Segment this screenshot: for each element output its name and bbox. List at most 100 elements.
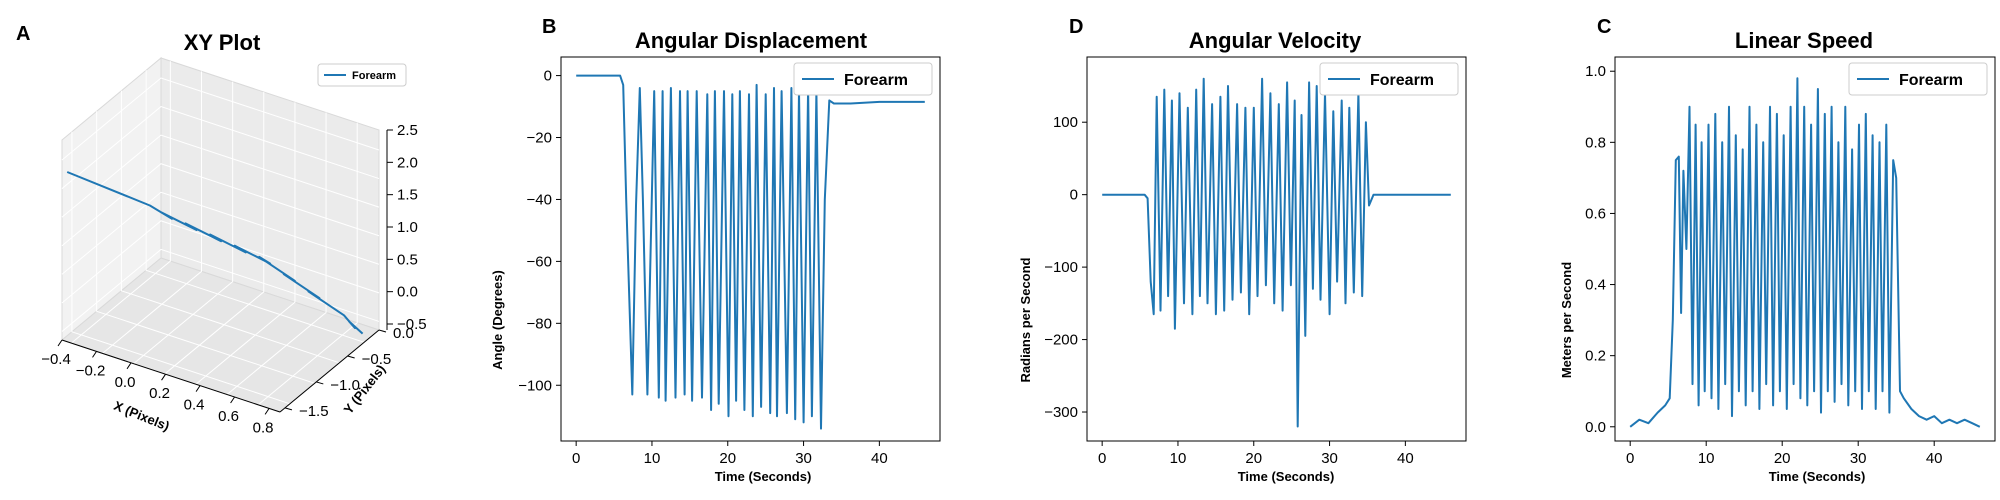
panel-a-ytick-label: −1.0 [330,377,360,394]
panel-a-ytick-mark [284,407,293,411]
panel-a-ytick-mark [347,355,355,359]
panel-letter-d: D [1069,16,1083,38]
panel-a-xtick-label: 0.4 [184,397,205,414]
panel-letter-c: C [1597,16,1611,38]
panel-b-ytick-label: −40 [527,191,552,208]
panel-d-ytick-label: −100 [1044,259,1078,276]
panel-a-xtick-mark [195,385,201,392]
panel-b-xlabel: Time (Seconds) [715,469,812,484]
panel-c-title: Linear Speed [1735,28,1873,53]
panel-a-ztick-label: 0.0 [397,284,418,301]
panel-c-xtick-label: 40 [1926,450,1943,467]
panel-b-ytick-label: −60 [527,253,552,270]
panel-c-xtick-label: 0 [1626,450,1634,467]
panel-a-grid-z [61,191,380,275]
panel-a-grid-x [195,102,296,385]
panel-b-xtick-label: 20 [719,450,736,467]
panel-a-xtick-mark [264,408,270,415]
panel-a-xtick-mark [126,362,132,370]
panel-a-xtick-mark [57,339,63,347]
panel-a-grid-z [61,248,380,332]
panel-a-grid-x [226,112,327,395]
panel-a-ztick-label: 0.5 [397,251,418,268]
panel-letter-a: A [16,23,30,45]
panel-b-xtick-label: 30 [795,450,812,467]
panel-a-xtick-label: 0.8 [253,419,274,436]
panel-a-xtick-label: 0.6 [218,408,239,425]
panel-b-legend-label: Forearm [844,72,908,89]
panel-a-xtick-mark [92,351,97,358]
panel-a-xtick-label: 0.2 [149,385,170,402]
panel-a-grid-x [71,61,171,344]
panel-a-xtick-label: −0.2 [76,362,106,379]
panel-d-ytick-label: 0 [1070,187,1078,204]
panel-d-xtick-label: 20 [1245,450,1262,467]
panel-d-angular-velocity: D Angular Velocity Radians per Second Ti… [1018,16,1467,484]
panel-d-legend: Forearm [1319,62,1459,96]
panel-a-grid-y [145,70,365,343]
panel-d-xtick-label: 0 [1098,450,1106,467]
panel-c-legend: Forearm [1848,62,1988,96]
panel-d-ytick-label: −200 [1044,332,1078,349]
panel-b-axes-frame [560,56,941,442]
panel-a-grid-x [257,122,358,406]
panel-c-xtick-label: 10 [1698,450,1715,467]
panel-b-title: Angular Displacement [635,28,868,53]
panel-a-grid-z [61,134,380,218]
panel-a-legend-label: Forearm [352,70,396,82]
panel-b-xtick-label: 0 [572,450,580,467]
panel-a-grid-z [61,106,380,189]
panel-b-xtick-label: 40 [871,450,888,467]
panel-c-linear-speed: C Linear Speed Meters per Second Time (S… [1559,16,1996,484]
panel-a-xtick-mark [161,373,166,381]
panel-a-ztick-label: 2.5 [397,122,418,139]
panel-a-title: XY Plot [184,30,261,55]
panel-a-xtick-label: −0.4 [41,351,71,368]
panel-a-ztick-label: 1.0 [397,219,418,236]
panel-a-ytick-mark [378,329,387,333]
panel-d-ytick-label: 100 [1053,114,1078,131]
panel-a-3d-axes: −0.4−0.20.00.20.40.60.80.0−0.5−1.0−1.52.… [41,56,427,436]
panel-d-axes-frame [1086,56,1467,442]
panel-a-ztick-label: 2.0 [397,154,418,171]
panel-b-ytick-label: 0 [544,68,552,85]
panel-b-series-line [576,74,925,430]
panel-b-ytick-label: −20 [527,130,552,147]
panel-c-axes-frame [1614,56,1996,442]
panel-a-xy-plot: A XY Plot −0.4−0.20.00.20.40.60.80.0−0.5… [16,23,427,436]
panel-a-ztick-label: −0.5 [397,316,427,333]
panel-d-xtick-label: 30 [1321,450,1338,467]
panel-b-xtick-label: 10 [644,450,661,467]
panel-c-ylabel: Meters per Second [1559,262,1574,378]
panel-a-grid-z [61,220,380,304]
panel-a-ztick-label: 1.5 [397,187,418,204]
panel-c-ytick-label: 0.6 [1585,205,1606,222]
panel-a-xtick-label: 0.0 [115,374,136,391]
panel-a-ytick-label: −0.5 [362,351,392,368]
panel-a-grid-z [61,77,380,161]
panel-a-grid-y [71,131,291,405]
panel-d-xtick-label: 10 [1170,450,1187,467]
panel-c-xlabel: Time (Seconds) [1769,469,1866,484]
panel-d-ylabel: Radians per Second [1018,257,1033,382]
panel-b-ytick-label: −80 [527,315,552,332]
panel-c-legend-box [1848,62,1988,96]
panel-a-grid-z [61,163,380,247]
panel-b-ylabel: Angle (Degrees) [490,270,505,370]
panel-b-angular-displacement: B Angular Displacement Angle (Degrees) T… [490,16,941,484]
panel-b-legend-box [793,62,933,96]
panel-a-grid-x [133,81,234,365]
panel-a-y-axis-line [279,329,380,413]
panel-d-ytick-label: −300 [1044,404,1078,421]
panel-a-ytick-label: 0.0 [393,325,414,342]
panel-a-grid-y [96,111,315,384]
panel-a-grid-y [120,90,340,364]
panel-c-legend-label: Forearm [1899,72,1963,89]
panel-letter-b: B [542,16,556,38]
panel-a-grid-x [164,91,265,375]
panel-a-xlabel: X (Pixels) [112,398,172,434]
panel-d-xtick-label: 40 [1397,450,1414,467]
panel-a-x-axis-line [61,339,281,413]
panel-d-series-line [1102,77,1451,428]
